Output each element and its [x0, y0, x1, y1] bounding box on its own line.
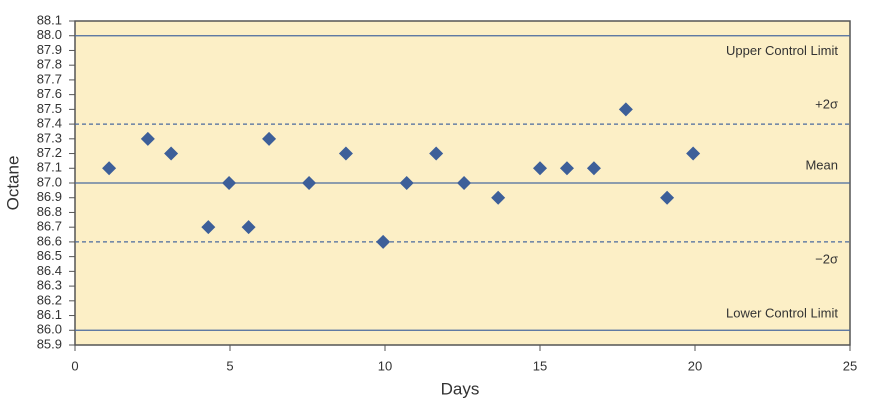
y-tick-label: 87.0 — [37, 174, 62, 189]
x-tick-label: 15 — [533, 358, 547, 373]
y-tick-label: 85.9 — [37, 336, 62, 351]
y-tick-label: 87.1 — [37, 160, 62, 175]
point — [241, 220, 256, 235]
y-tick-label: 87.5 — [37, 101, 62, 116]
point — [262, 131, 277, 146]
y-tick-label: 86.8 — [37, 204, 62, 219]
reference-label: +2σ — [815, 97, 838, 112]
reference-label: Lower Control Limit — [726, 306, 838, 321]
y-tick-label: 87.3 — [37, 130, 62, 145]
y-tick-label: 86.2 — [37, 292, 62, 307]
x-tick-label: 25 — [843, 358, 857, 373]
y-tick-label: 87.6 — [37, 86, 62, 101]
point — [338, 146, 353, 161]
point — [429, 146, 444, 161]
x-tick-label: 10 — [378, 358, 392, 373]
x-axis-label: Days — [441, 379, 480, 398]
y-axis-label: Octane — [3, 156, 22, 211]
x-tick-label: 20 — [688, 358, 702, 373]
y-tick-label: 87.7 — [37, 71, 62, 86]
y-tick-label: 86.5 — [37, 248, 62, 263]
point — [140, 131, 155, 146]
y-tick-label: 86.4 — [37, 263, 62, 278]
y-tick-label: 87.9 — [37, 42, 62, 57]
y-tick-label: 86.7 — [37, 219, 62, 234]
x-tick-label: 5 — [226, 358, 233, 373]
point — [660, 190, 675, 205]
y-tick-label: 86.9 — [37, 189, 62, 204]
y-tick-label: 87.8 — [37, 57, 62, 72]
point — [686, 146, 701, 161]
point — [457, 176, 472, 190]
point — [533, 161, 547, 176]
y-tick-label: 88.1 — [37, 12, 62, 27]
point — [222, 176, 237, 190]
point — [491, 190, 506, 205]
reference-label: Mean — [805, 157, 838, 172]
y-tick-label: 86.1 — [37, 307, 62, 322]
point — [164, 146, 179, 161]
point — [302, 176, 317, 190]
y-tick-label: 86.0 — [37, 322, 62, 337]
point — [618, 102, 633, 117]
y-tick-label: 88.0 — [37, 27, 62, 42]
point — [586, 161, 601, 176]
point — [376, 234, 391, 249]
reference-label: Upper Control Limit — [726, 43, 838, 58]
point — [559, 161, 574, 176]
point — [399, 176, 414, 190]
y-tick-label: 87.4 — [37, 116, 62, 131]
y-tick-label: 86.6 — [37, 233, 62, 248]
y-tick-label: 87.2 — [37, 145, 62, 160]
x-tick-label: 0 — [71, 358, 78, 373]
point — [201, 220, 216, 235]
y-tick-label: 86.3 — [37, 278, 62, 293]
point — [102, 161, 117, 176]
reference-label: −2σ — [815, 251, 838, 266]
